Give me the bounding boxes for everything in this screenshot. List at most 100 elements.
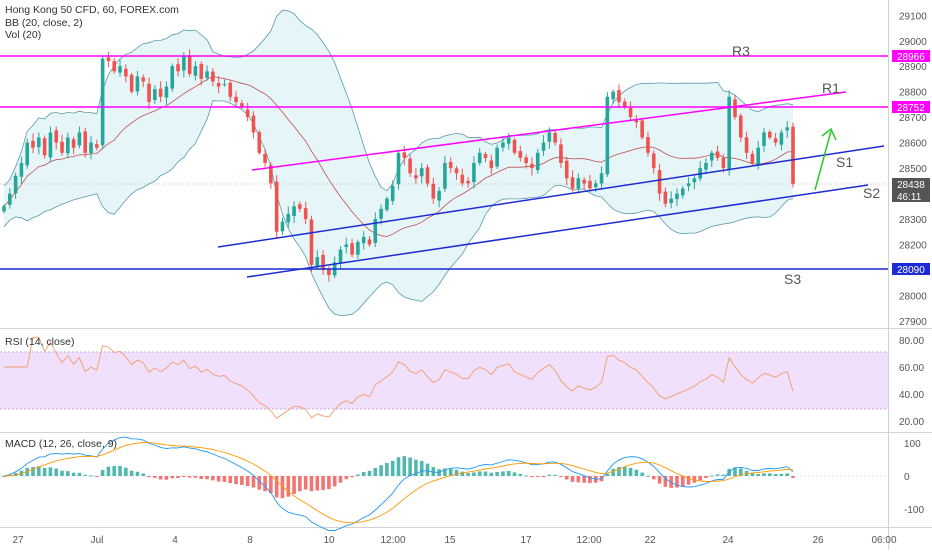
candle-body[interactable]: [199, 63, 204, 79]
candle-body[interactable]: [135, 76, 140, 92]
candle-body[interactable]: [187, 56, 192, 74]
candle-body[interactable]: [327, 268, 331, 276]
candle-body[interactable]: [506, 137, 511, 144]
trendline-s2[interactable]: [246, 184, 869, 278]
candle-body[interactable]: [240, 103, 244, 107]
candle-body[interactable]: [176, 64, 180, 72]
candle-body[interactable]: [286, 213, 291, 223]
candle-body[interactable]: [396, 152, 401, 185]
candle-body[interactable]: [141, 77, 146, 82]
candle-body[interactable]: [321, 254, 325, 270]
candle-body[interactable]: [13, 175, 18, 194]
candle-body[interactable]: [216, 83, 221, 87]
candle-body[interactable]: [570, 177, 575, 189]
candle-body[interactable]: [158, 88, 163, 97]
candle-body[interactable]: [170, 66, 175, 89]
candle-body[interactable]: [263, 153, 267, 163]
candle-body[interactable]: [298, 204, 302, 209]
candle-body[interactable]: [228, 82, 233, 97]
macd-axis[interactable]: 100 0 -100: [904, 439, 924, 516]
candle-body[interactable]: [686, 183, 691, 187]
candle-body[interactable]: [106, 57, 111, 62]
candle-body[interactable]: [48, 132, 53, 158]
candle-body[interactable]: [634, 119, 639, 123]
candle-body[interactable]: [361, 236, 366, 244]
candle-body[interactable]: [738, 115, 743, 138]
candle-body[interactable]: [222, 84, 227, 86]
candle-body[interactable]: [42, 138, 47, 156]
candle-body[interactable]: [791, 126, 795, 184]
candle-body[interactable]: [559, 144, 563, 163]
candle-body[interactable]: [727, 96, 731, 170]
candle-body[interactable]: [425, 167, 430, 184]
candle-body[interactable]: [37, 137, 41, 148]
candle-body[interactable]: [582, 179, 586, 184]
candle-body[interactable]: [448, 161, 453, 169]
candle-body[interactable]: [767, 131, 772, 138]
up-arrow-head-icon[interactable]: [821, 127, 837, 141]
candle-body[interactable]: [100, 58, 105, 146]
candle-body[interactable]: [588, 180, 592, 189]
candle-body[interactable]: [2, 206, 6, 212]
candle-body[interactable]: [356, 241, 360, 255]
candle-body[interactable]: [193, 66, 198, 76]
candle-body[interactable]: [350, 243, 354, 255]
candle-body[interactable]: [274, 181, 279, 232]
candle-body[interactable]: [576, 178, 581, 189]
candle-body[interactable]: [495, 147, 499, 167]
candle-body[interactable]: [367, 239, 372, 245]
candle-body[interactable]: [83, 131, 88, 153]
candle-body[interactable]: [89, 142, 93, 154]
candle-body[interactable]: [466, 180, 470, 184]
candle-body[interactable]: [501, 142, 505, 148]
candle-body[interactable]: [628, 107, 633, 118]
candle-body[interactable]: [593, 183, 598, 188]
candle-body[interactable]: [530, 163, 534, 169]
candle-body[interactable]: [71, 139, 76, 148]
label-r1[interactable]: R1: [822, 80, 840, 96]
candle-body[interactable]: [112, 61, 117, 72]
candle-body[interactable]: [779, 132, 784, 145]
candle-body[interactable]: [344, 244, 349, 248]
candle-body[interactable]: [541, 142, 546, 151]
candle-body[interactable]: [315, 257, 320, 267]
candle-body[interactable]: [19, 163, 24, 177]
candle-body[interactable]: [205, 71, 209, 78]
candle-body[interactable]: [750, 153, 755, 163]
price-axis[interactable]: 2910029000289002880028700286002850028400…: [899, 11, 927, 328]
candle-body[interactable]: [60, 141, 64, 153]
candle-body[interactable]: [211, 71, 215, 82]
candlestick-series[interactable]: [2, 49, 795, 282]
candle-body[interactable]: [251, 115, 256, 133]
candle-body[interactable]: [721, 157, 726, 169]
candle-body[interactable]: [733, 99, 737, 118]
candle-body[interactable]: [245, 109, 250, 118]
candle-body[interactable]: [785, 127, 789, 131]
candle-body[interactable]: [489, 160, 494, 169]
candle-body[interactable]: [524, 157, 528, 163]
candle-body[interactable]: [773, 138, 778, 143]
candle-body[interactable]: [153, 89, 157, 101]
candle-body[interactable]: [669, 198, 673, 203]
candle-body[interactable]: [709, 152, 714, 161]
candle-body[interactable]: [443, 163, 447, 189]
rsi-title[interactable]: RSI (14, close): [5, 336, 75, 348]
rsi-axis[interactable]: 80.00 60.00 40.00 20.00: [899, 336, 924, 428]
candle-body[interactable]: [385, 198, 389, 210]
candle-body[interactable]: [518, 151, 523, 158]
candle-body[interactable]: [390, 185, 395, 201]
candle-body[interactable]: [547, 132, 552, 142]
candle-body[interactable]: [651, 153, 656, 169]
candle-body[interactable]: [280, 221, 285, 232]
candle-body[interactable]: [535, 152, 540, 171]
candle-body[interactable]: [437, 191, 441, 201]
candle-body[interactable]: [95, 144, 99, 148]
candle-body[interactable]: [269, 165, 273, 184]
candle-body[interactable]: [431, 183, 436, 199]
candle-body[interactable]: [704, 163, 708, 170]
candle-body[interactable]: [564, 160, 569, 179]
candle-body[interactable]: [553, 132, 557, 143]
candle-body[interactable]: [402, 152, 407, 158]
